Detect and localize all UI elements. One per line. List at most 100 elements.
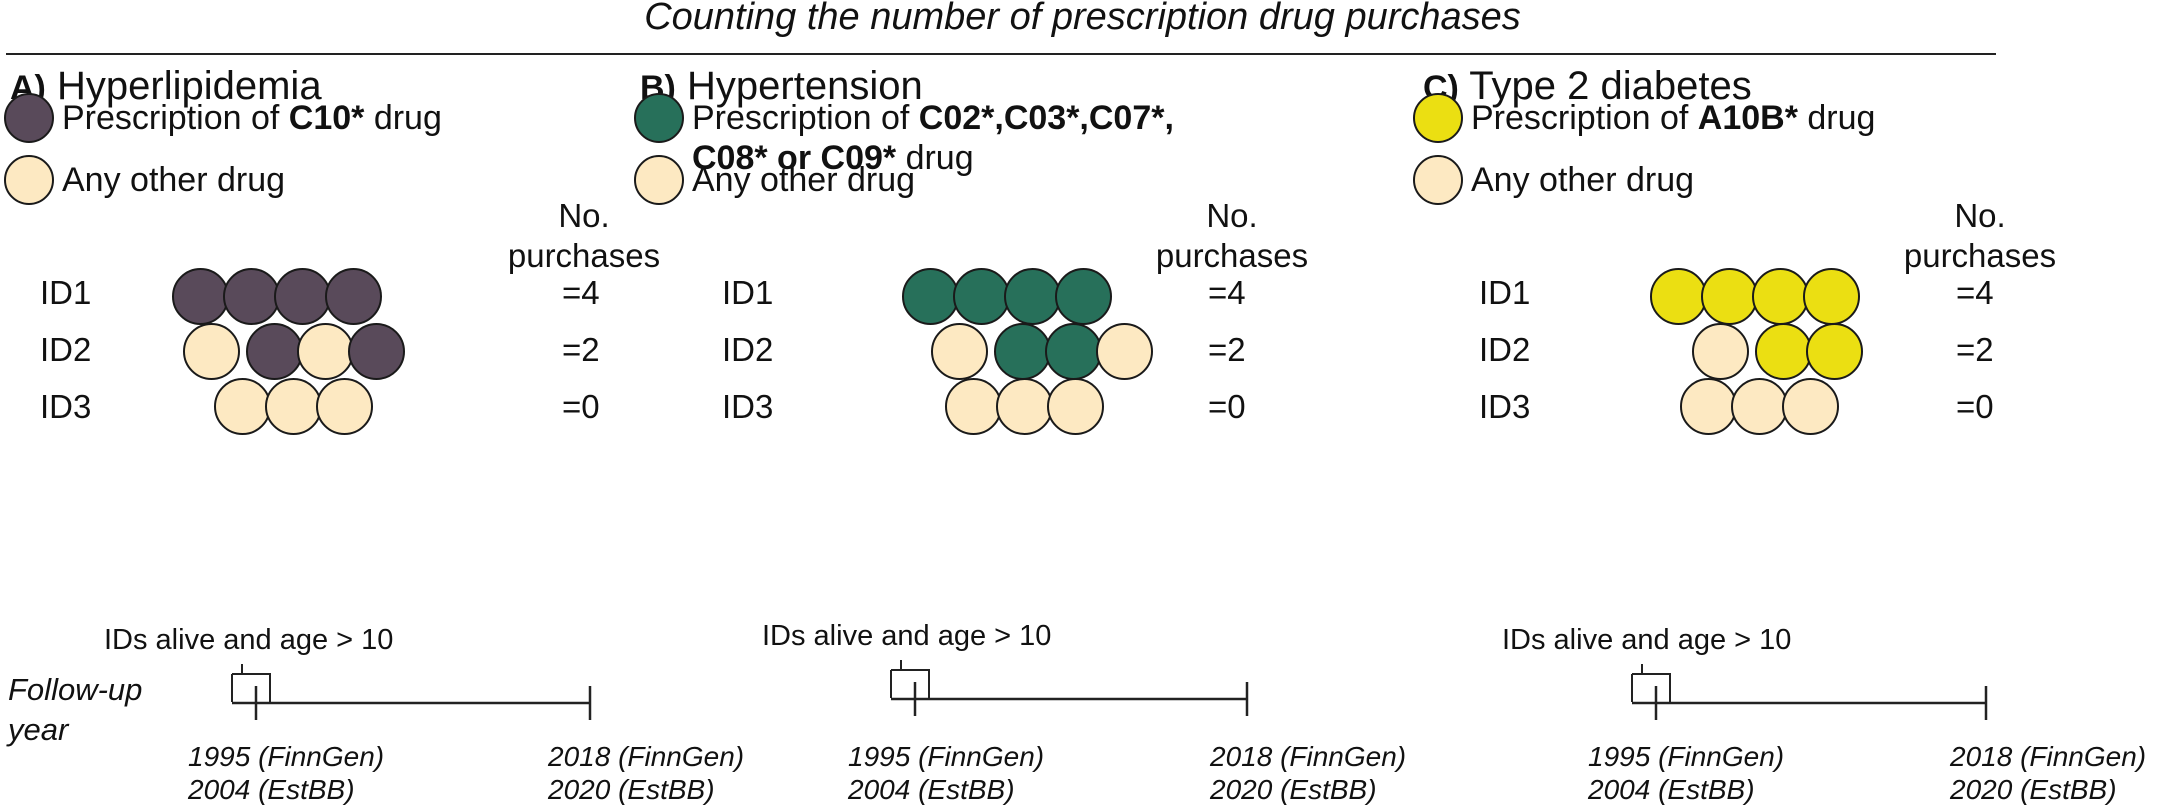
legend-other-label: Any other drug: [1471, 161, 1695, 199]
row-count-2: =2: [1208, 331, 1246, 368]
row-count-2: =2: [1956, 331, 1994, 368]
purchase-target-drug-dot: [1806, 323, 1863, 380]
dots-row-2: [1692, 323, 1863, 380]
purchase-target-drug-dot: [274, 268, 331, 325]
legend-codes: C02*,C03*,C07*,: [918, 99, 1174, 137]
panel-name: Hyperlipidemia: [57, 64, 322, 108]
purchase-other-drug-dot: [1692, 323, 1749, 380]
panel-heading: B) Hypertension: [640, 64, 923, 109]
row-count-3: =0: [1208, 388, 1246, 425]
row-id-3: ID3: [722, 388, 774, 425]
end-label: 2018 (FinnGen) 2020 (EstBB): [1950, 741, 2147, 805]
legend-prefix: Prescription of: [1471, 99, 1698, 137]
purchase-other-drug-dot: [183, 323, 240, 380]
panel-hypertension: B) Hypertension Prescription of C02*,C03…: [634, 64, 1406, 805]
legend-codes: C10*: [288, 99, 365, 137]
purchase-target-drug-dot: [1752, 268, 1809, 325]
legend-codes: A10B*: [1697, 99, 1798, 137]
purchase-other-drug-dot: [1680, 378, 1737, 435]
legend-codes-2a: C08*: [692, 139, 768, 177]
purchase-other-drug-dot: [316, 378, 373, 435]
other-drug-swatch: [634, 155, 684, 205]
legend-other-drug: Any other drug: [1413, 155, 1695, 205]
dot-gap: [1743, 323, 1755, 380]
row-id-2: ID2: [722, 331, 774, 368]
panel-heading: C) Type 2 diabetes: [1423, 64, 1752, 109]
row-count-1: =4: [562, 274, 600, 311]
dots-row-1: [172, 268, 382, 325]
alive-age-label: IDs alive and age > 10: [762, 620, 1052, 652]
target-drug-swatch: [634, 93, 684, 143]
purchase-target-drug-dot: [994, 323, 1051, 380]
purchase-other-drug-dot: [945, 378, 1002, 435]
row-id-3: ID3: [40, 388, 92, 425]
legend-codes-2b: C09*: [820, 139, 897, 177]
purchase-target-drug-dot: [1803, 268, 1860, 325]
window-bracket: [1631, 664, 1671, 702]
purchase-target-drug-dot: [1701, 268, 1758, 325]
purchase-other-drug-dot: [214, 378, 271, 435]
purchase-target-drug-dot: [348, 323, 405, 380]
legend-prefix: Prescription of: [62, 99, 289, 137]
purchase-other-drug-dot: [1782, 378, 1839, 435]
purchase-target-drug-dot: [1650, 268, 1707, 325]
legend-other-label: Any other drug: [692, 161, 916, 199]
row-count-2: =2: [562, 331, 600, 368]
purchase-other-drug-dot: [931, 323, 988, 380]
row-id-2: ID2: [40, 331, 92, 368]
start-label: 1995 (FinnGen) 2004 (EstBB): [848, 741, 1045, 805]
legend-suffix: drug: [896, 139, 974, 177]
end-label: 2018 (FinnGen) 2020 (EstBB): [1210, 741, 1407, 805]
follow-up-year-label: Follow-up year: [8, 672, 143, 747]
other-drug-swatch: [1413, 155, 1463, 205]
panel-name: Hypertension: [687, 64, 923, 108]
dots-row-1: [902, 268, 1112, 325]
legend-target-drug: Prescription of C02*,C03*,C07*, C08* or …: [634, 93, 1174, 178]
timeline: [1631, 664, 1988, 720]
figure-title: Counting the number of prescription drug…: [644, 0, 1521, 38]
count-header: No. purchases: [1155, 197, 1309, 274]
other-drug-swatch: [4, 155, 54, 205]
row-count-1: =4: [1208, 274, 1246, 311]
legend-other-label: Any other drug: [62, 161, 286, 199]
alive-age-label: IDs alive and age > 10: [1502, 624, 1792, 656]
start-label: 1995 (FinnGen) 2004 (EstBB): [188, 741, 385, 805]
count-header: No. purchases: [1903, 197, 2057, 274]
dots-row-2: [183, 323, 405, 380]
row-id-1: ID1: [722, 274, 774, 311]
purchase-target-drug-dot: [1755, 323, 1812, 380]
timeline: [890, 660, 1249, 716]
purchase-other-drug-dot: [1047, 378, 1104, 435]
panel-name: Type 2 diabetes: [1469, 64, 1752, 108]
purchase-target-drug-dot: [1045, 323, 1102, 380]
legend-suffix: drug: [364, 99, 442, 137]
dots-row-3: [945, 378, 1104, 435]
dots-row-2: [931, 323, 1153, 380]
title-divider: [6, 53, 1996, 55]
target-drug-swatch: [4, 93, 54, 143]
legend-prefix: Prescription of: [692, 99, 919, 137]
legend-other-drug: Any other drug: [4, 155, 286, 205]
alive-age-label: IDs alive and age > 10: [104, 624, 394, 656]
dots-row-1: [1650, 268, 1860, 325]
row-id-1: ID1: [40, 274, 92, 311]
purchase-other-drug-dot: [1731, 378, 1788, 435]
end-label: 2018 (FinnGen) 2020 (EstBB): [548, 741, 745, 805]
legend-suffix: drug: [1797, 99, 1876, 137]
purchase-other-drug-dot: [1096, 323, 1153, 380]
row-count-1: =4: [1956, 274, 1994, 311]
row-count-3: =0: [562, 388, 600, 425]
purchase-target-drug-dot: [1055, 268, 1112, 325]
purchase-target-drug-dot: [325, 268, 382, 325]
target-drug-swatch: [1413, 93, 1463, 143]
row-id-1: ID1: [1479, 274, 1531, 311]
dots-row-3: [214, 378, 373, 435]
legend-target-drug: Prescription of A10B* drug: [1413, 93, 1876, 143]
start-label: 1995 (FinnGen) 2004 (EstBB): [1588, 741, 1785, 805]
window-bracket: [890, 660, 930, 698]
window-bracket: [231, 664, 271, 702]
dots-row-3: [1680, 378, 1839, 435]
timeline: [231, 664, 592, 720]
row-count-3: =0: [1956, 388, 1994, 425]
